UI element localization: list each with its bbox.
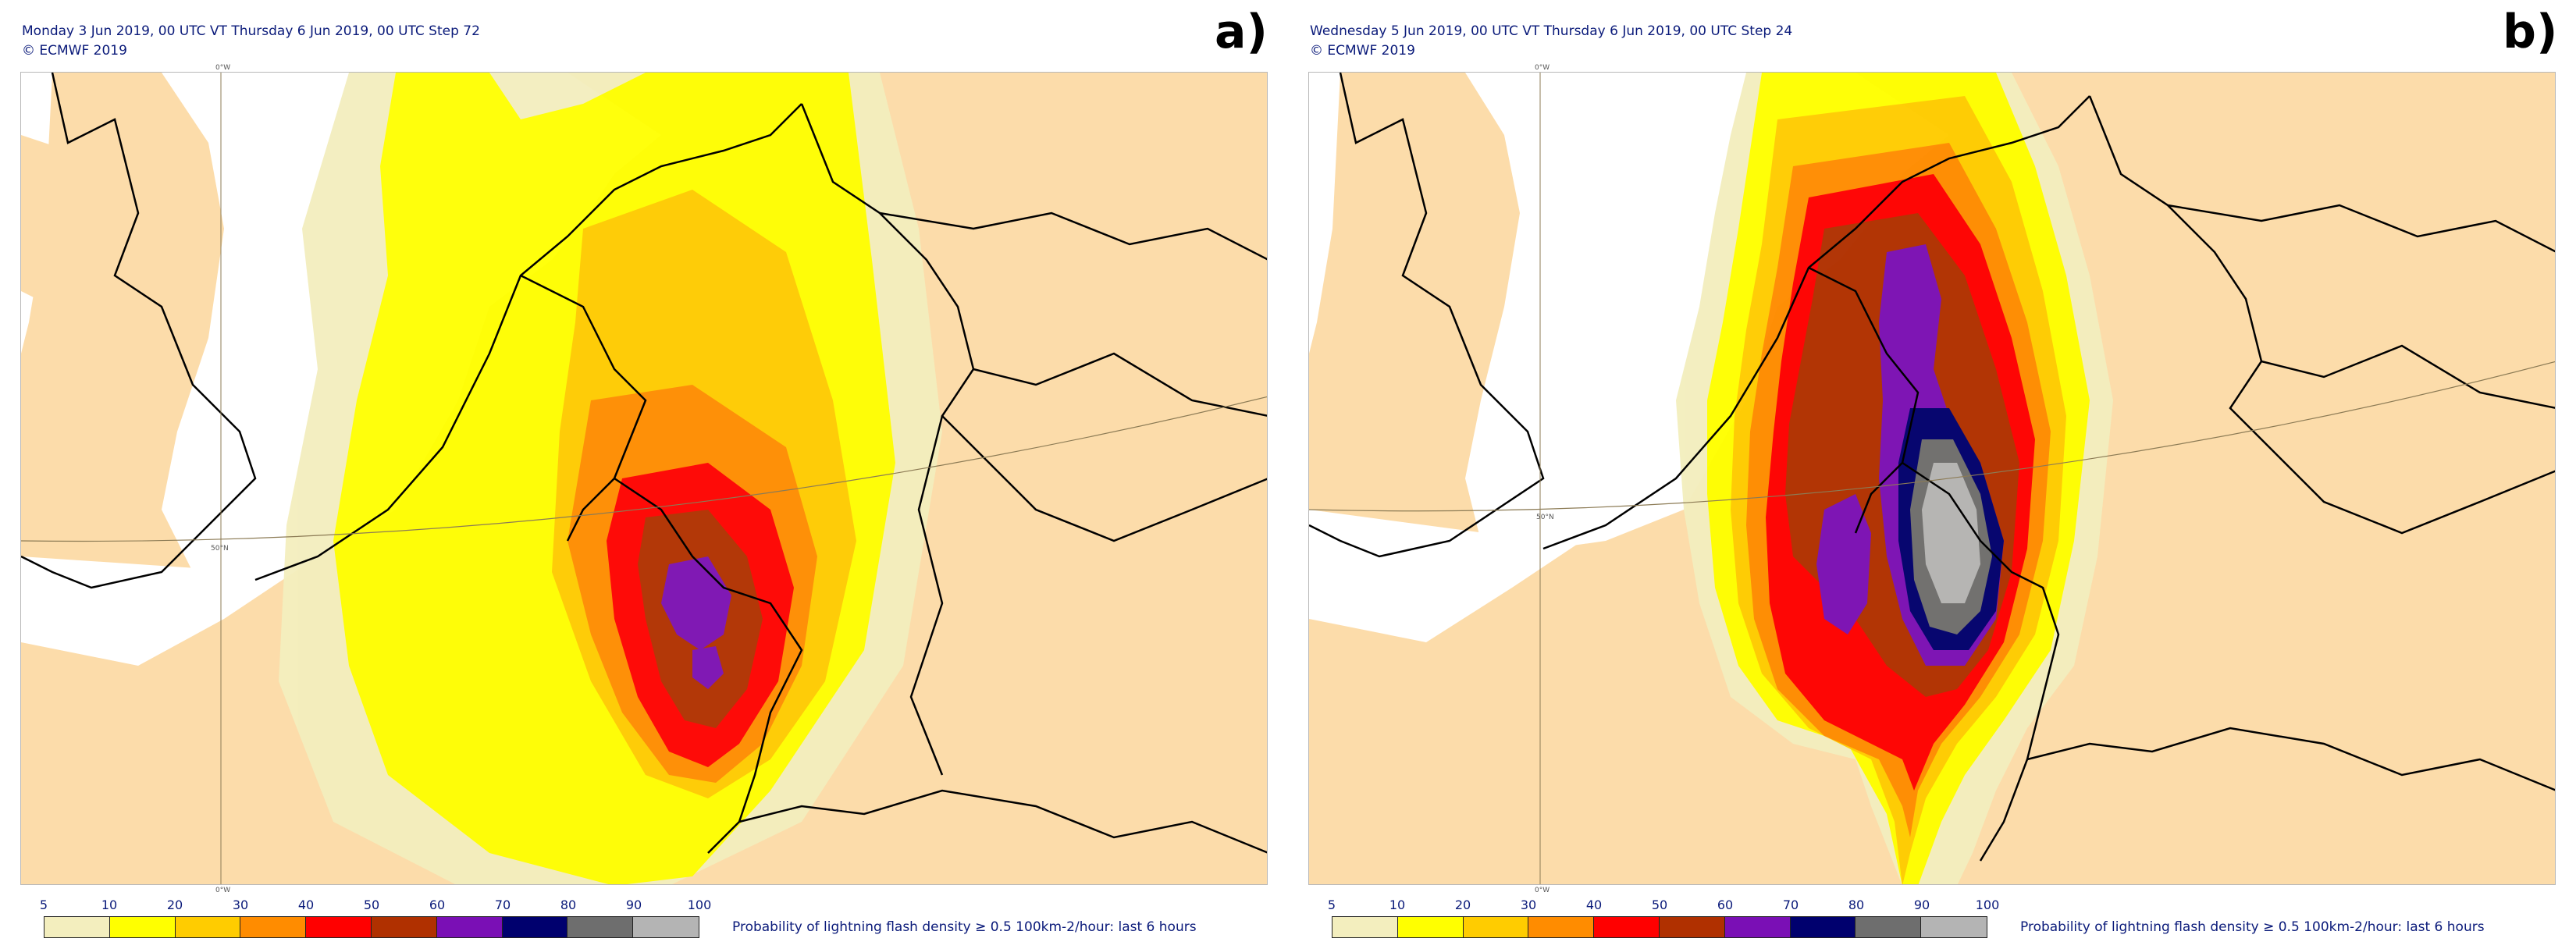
legend-swatch xyxy=(1332,917,1398,937)
panel-a-meridian-label-bottom: 0°W xyxy=(215,887,231,894)
legend-tick-label: 80 xyxy=(1848,897,1865,912)
legend-swatch xyxy=(44,917,110,937)
parallel-line-b xyxy=(1309,361,2555,512)
legend-tick-label: 70 xyxy=(1782,897,1799,912)
legend-swatch xyxy=(1856,917,1922,937)
coastlines-a xyxy=(21,73,1267,854)
legend-swatch xyxy=(1790,917,1856,937)
legend-swatch xyxy=(502,917,568,937)
legend-tick-label: 90 xyxy=(1913,897,1930,912)
panel-b-map xyxy=(1308,72,2556,885)
panel-a-legend: 5 10 20 30 40 50 60 70 80 90 100 xyxy=(40,897,711,944)
panel-b-legend: 5 10 20 30 40 50 60 70 80 90 100 xyxy=(1328,897,1999,944)
panel-b: Wednesday 5 Jun 2019, 00 UTC VT Thursday… xyxy=(1288,0,2576,949)
legend-swatch xyxy=(1528,917,1595,937)
legend-swatch xyxy=(436,917,503,937)
panel-b-parallel-label: 50°N xyxy=(1536,514,1554,521)
legend-tick-label: 20 xyxy=(1454,897,1471,912)
legend-tick-label: 90 xyxy=(625,897,642,912)
legend-swatch xyxy=(1921,917,1987,937)
panel-a-legend-title: Probability of lightning flash density ≥… xyxy=(732,919,1197,935)
legend-tick-label: 100 xyxy=(687,897,712,912)
panel-b-meridian-label-top: 0°W xyxy=(1535,64,1550,72)
panel-a-legend-bar xyxy=(44,916,699,938)
panel-a-parallel-label: 50°N xyxy=(211,545,229,553)
legend-tick-label: 100 xyxy=(1975,897,2000,912)
legend-swatch xyxy=(1594,917,1660,937)
legend-tick-label: 20 xyxy=(166,897,183,912)
legend-tick-label: 10 xyxy=(1389,897,1406,912)
legend-swatch xyxy=(1397,917,1464,937)
panel-a-letter: a) xyxy=(1215,5,1268,59)
legend-swatch xyxy=(175,917,241,937)
legend-swatch xyxy=(1659,917,1725,937)
panel-b-letter: b) xyxy=(2503,5,2558,59)
english-channel xyxy=(1309,510,1606,642)
legend-tick-label: 5 xyxy=(1327,897,1336,912)
legend-tick-label: 70 xyxy=(494,897,511,912)
panel-b-meridian-label-bottom: 0°W xyxy=(1535,887,1550,894)
legend-tick-label: 40 xyxy=(1585,897,1603,912)
legend-tick-label: 10 xyxy=(101,897,118,912)
panel-a-validity-line: Monday 3 Jun 2019, 00 UTC VT Thursday 6 … xyxy=(22,23,480,39)
probability-field-b xyxy=(1676,73,2113,884)
english-channel xyxy=(21,556,318,666)
legend-swatch xyxy=(1463,917,1529,937)
legend-tick-label: 50 xyxy=(363,897,380,912)
legend-tick-label: 5 xyxy=(39,897,48,912)
panel-b-legend-bar xyxy=(1332,916,1987,938)
legend-tick-label: 50 xyxy=(1651,897,1668,912)
legend-tick-label: 40 xyxy=(297,897,315,912)
legend-tick-label: 30 xyxy=(232,897,249,912)
panel-b-header: Wednesday 5 Jun 2019, 00 UTC VT Thursday… xyxy=(1310,22,1792,61)
legend-tick-label: 80 xyxy=(560,897,577,912)
panel-a-map xyxy=(20,72,1268,885)
panel-a-header: Monday 3 Jun 2019, 00 UTC VT Thursday 6 … xyxy=(22,22,480,61)
irish-sea xyxy=(21,119,130,307)
probability-field-a xyxy=(279,73,942,884)
panel-a-meridian-label-top: 0°W xyxy=(215,64,231,72)
legend-swatch xyxy=(371,917,437,937)
panel-b-legend-title: Probability of lightning flash density ≥… xyxy=(2020,919,2485,935)
legend-swatch xyxy=(568,917,634,937)
coastlines-b xyxy=(1309,73,2555,862)
legend-swatch xyxy=(1724,917,1791,937)
legend-swatch xyxy=(109,917,176,937)
legend-swatch xyxy=(306,917,372,937)
legend-tick-label: 60 xyxy=(1717,897,1734,912)
panel-a: Monday 3 Jun 2019, 00 UTC VT Thursday 6 … xyxy=(20,5,1268,944)
legend-tick-label: 30 xyxy=(1520,897,1537,912)
parallel-line-a xyxy=(21,396,1267,542)
legend-swatch xyxy=(240,917,307,937)
panel-b-copyright: © ECMWF 2019 xyxy=(1310,43,1415,59)
atlantic-west xyxy=(1309,73,1340,354)
panel-a-copyright: © ECMWF 2019 xyxy=(22,43,127,59)
legend-tick-label: 60 xyxy=(429,897,446,912)
panel-b-validity-line: Wednesday 5 Jun 2019, 00 UTC VT Thursday… xyxy=(1310,23,1793,39)
legend-swatch xyxy=(633,917,699,937)
